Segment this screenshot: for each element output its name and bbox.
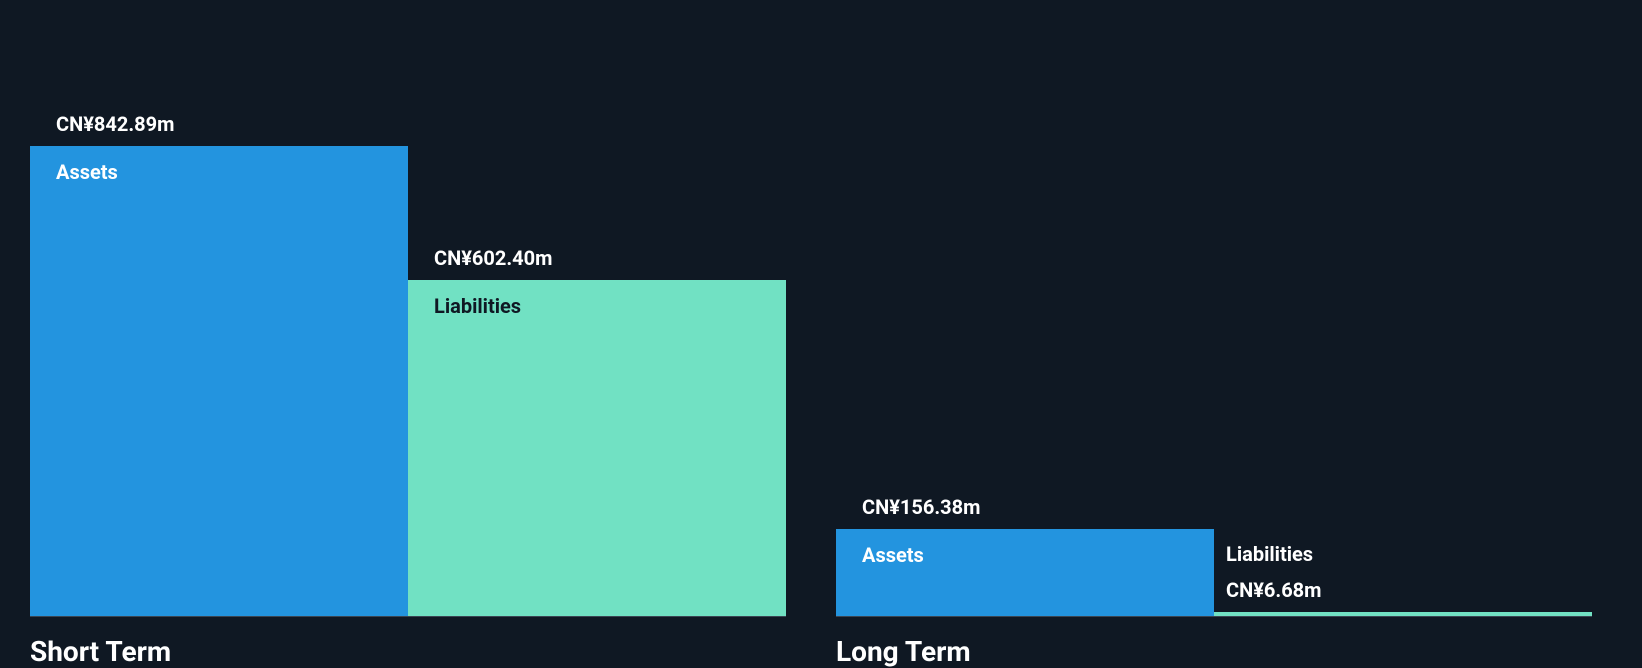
short-term-liabilities-bar-wrapper: CN¥602.40m Liabilities <box>408 0 786 616</box>
long-term-bars-area: CN¥156.38m Assets Liabilities CN¥6.68m <box>836 0 1592 617</box>
short-term-liabilities-bar: Liabilities <box>408 280 786 616</box>
short-term-title: Short Term <box>30 635 786 668</box>
short-term-assets-bar: Assets <box>30 146 408 616</box>
long-term-liabilities-bar <box>1214 612 1592 616</box>
short-term-assets-label: Assets <box>56 160 118 184</box>
long-term-liabilities-label: Liabilities <box>1214 542 1313 566</box>
short-term-bars-area: CN¥842.89m Assets CN¥602.40m Liabilities <box>30 0 786 617</box>
long-term-assets-bar-wrapper: CN¥156.38m Assets <box>836 0 1214 616</box>
long-term-title: Long Term <box>836 635 1592 668</box>
chart-container: CN¥842.89m Assets CN¥602.40m Liabilities… <box>0 0 1642 668</box>
long-term-assets-label: Assets <box>862 543 924 567</box>
short-term-liabilities-label: Liabilities <box>434 294 521 318</box>
long-term-assets-value: CN¥156.38m <box>836 495 1214 519</box>
short-term-assets-bar-wrapper: CN¥842.89m Assets <box>30 0 408 616</box>
short-term-assets-value: CN¥842.89m <box>30 112 408 136</box>
long-term-assets-bar: Assets <box>836 529 1214 616</box>
short-term-liabilities-value: CN¥602.40m <box>408 246 786 270</box>
long-term-liabilities-value: CN¥6.68m <box>1214 578 1321 602</box>
long-term-group: CN¥156.38m Assets Liabilities CN¥6.68m L… <box>836 0 1592 668</box>
short-term-group: CN¥842.89m Assets CN¥602.40m Liabilities… <box>30 0 786 668</box>
long-term-liabilities-bar-wrapper: Liabilities CN¥6.68m <box>1214 0 1592 616</box>
